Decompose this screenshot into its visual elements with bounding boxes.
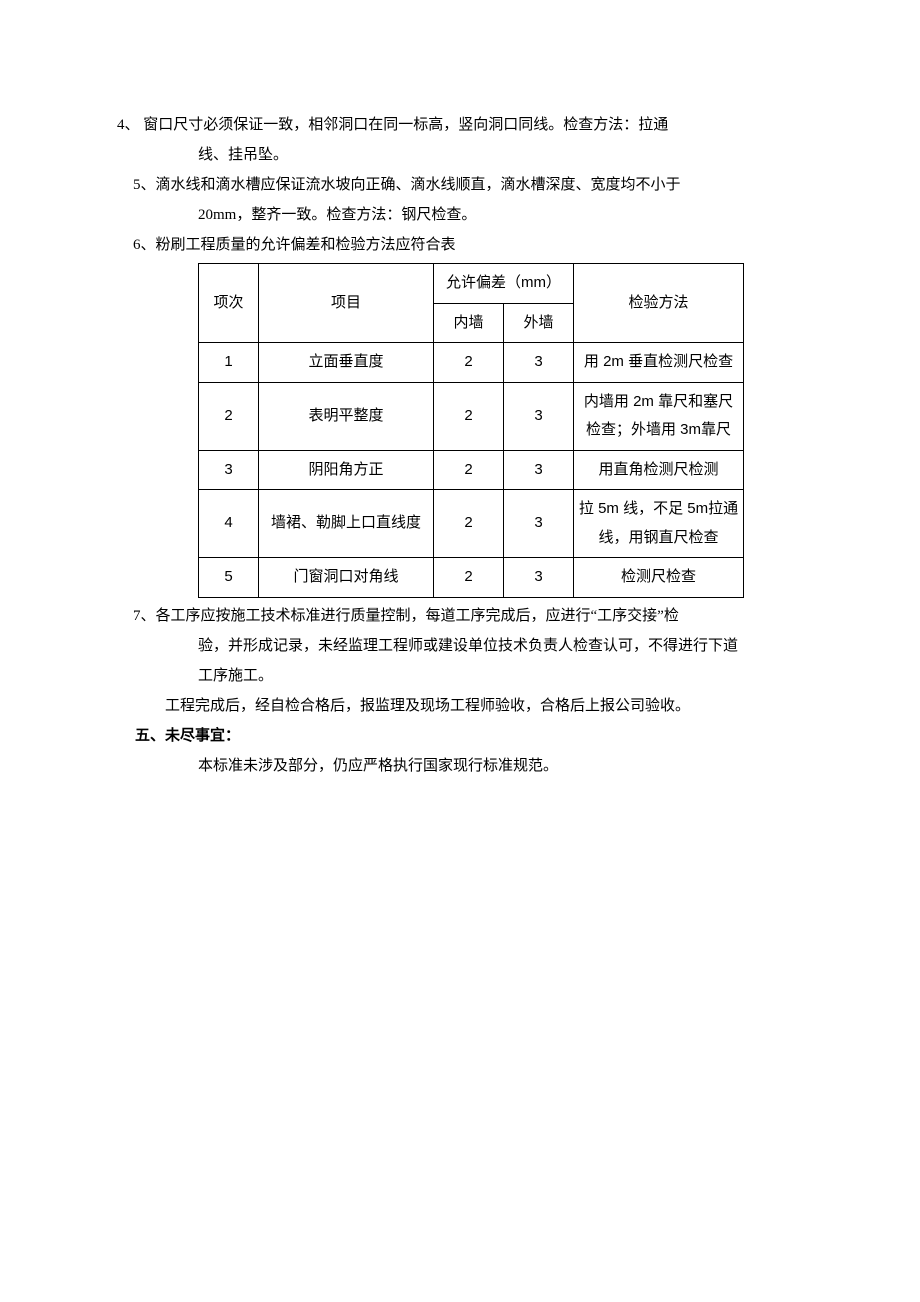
item-4-line1: 4、 窗口尺寸必须保证一致，相邻洞口在同一标高，竖向洞口同线。检查方法：拉通 <box>80 110 830 140</box>
cell-method: 用 2m 垂直检测尺检查 <box>574 343 744 383</box>
cell-no: 5 <box>199 558 259 598</box>
table-header-row-1: 项次 项目 允许偏差（mm） 检验方法 <box>199 264 744 304</box>
th-deviation: 允许偏差（mm） <box>434 264 574 304</box>
cell-in: 2 <box>434 382 504 450</box>
cell-no: 3 <box>199 450 259 490</box>
cell-method: 拉 5m 线，不足 5m拉通线，用钢直尺检查 <box>574 490 744 558</box>
cell-method: 检测尺检查 <box>574 558 744 598</box>
cell-out: 3 <box>504 558 574 598</box>
th-inner: 内墙 <box>434 303 504 343</box>
section-5-title: 五、未尽事宜： <box>80 721 830 751</box>
th-no: 项次 <box>199 264 259 343</box>
cell-item: 表明平整度 <box>259 382 434 450</box>
cell-out: 3 <box>504 450 574 490</box>
cell-no: 2 <box>199 382 259 450</box>
item-7-line1: 7、各工序应按施工技术标准进行质量控制，每道工序完成后，应进行“工序交接”检 <box>80 601 830 631</box>
item-6: 6、粉刷工程质量的允许偏差和检验方法应符合表 <box>80 230 830 260</box>
cell-in: 2 <box>434 558 504 598</box>
table-row: 2 表明平整度 2 3 内墙用 2m 靠尺和塞尺检查；外墙用 3m靠尺 <box>199 382 744 450</box>
table-row: 5 门窗洞口对角线 2 3 检测尺检查 <box>199 558 744 598</box>
item-5-line1: 5、滴水线和滴水槽应保证流水坡向正确、滴水线顺直，滴水槽深度、宽度均不小于 <box>80 170 830 200</box>
cell-out: 3 <box>504 490 574 558</box>
item-7-line3: 工序施工。 <box>80 661 830 691</box>
table-row: 1 立面垂直度 2 3 用 2m 垂直检测尺检查 <box>199 343 744 383</box>
th-outer: 外墙 <box>504 303 574 343</box>
cell-in: 2 <box>434 490 504 558</box>
cell-item: 墙裙、勒脚上口直线度 <box>259 490 434 558</box>
th-item: 项目 <box>259 264 434 343</box>
th-method: 检验方法 <box>574 264 744 343</box>
final-line: 本标准未涉及部分，仍应严格执行国家现行标准规范。 <box>80 751 830 781</box>
cell-out: 3 <box>504 343 574 383</box>
cell-out: 3 <box>504 382 574 450</box>
cell-no: 1 <box>199 343 259 383</box>
table-row: 4 墙裙、勒脚上口直线度 2 3 拉 5m 线，不足 5m拉通线，用钢直尺检查 <box>199 490 744 558</box>
table-row: 3 阴阳角方正 2 3 用直角检测尺检测 <box>199 450 744 490</box>
cell-method: 用直角检测尺检测 <box>574 450 744 490</box>
item-5-line2: 20mm，整齐一致。检查方法：钢尺检查。 <box>80 200 830 230</box>
cell-no: 4 <box>199 490 259 558</box>
cell-item: 阴阳角方正 <box>259 450 434 490</box>
item-7-line2: 验，并形成记录，未经监理工程师或建设单位技术负责人检查认可，不得进行下道 <box>80 631 830 661</box>
item-4-line2: 线、挂吊坠。 <box>80 140 830 170</box>
cell-item: 门窗洞口对角线 <box>259 558 434 598</box>
cell-in: 2 <box>434 450 504 490</box>
cell-item: 立面垂直度 <box>259 343 434 383</box>
completion-line: 工程完成后，经自检合格后，报监理及现场工程师验收，合格后上报公司验收。 <box>80 691 830 721</box>
cell-in: 2 <box>434 343 504 383</box>
cell-method: 内墙用 2m 靠尺和塞尺检查；外墙用 3m靠尺 <box>574 382 744 450</box>
deviation-table: 项次 项目 允许偏差（mm） 检验方法 内墙 外墙 1 立面垂直度 2 3 用 … <box>198 263 744 598</box>
